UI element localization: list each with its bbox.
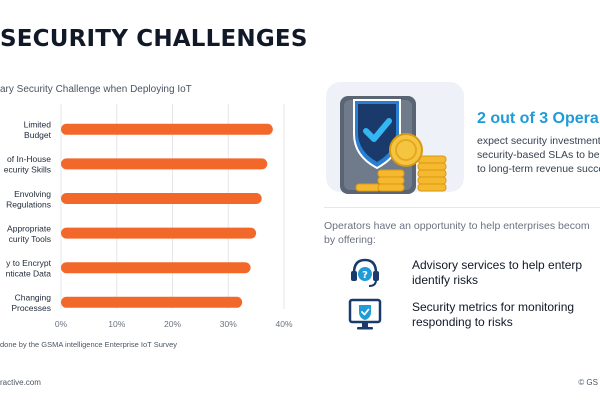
- bar: [61, 193, 262, 204]
- offer-line: identify risks: [412, 273, 479, 287]
- svg-text:?: ?: [362, 270, 368, 281]
- section-divider: [324, 207, 600, 208]
- copyright-text: © GS: [578, 378, 598, 387]
- bar: [61, 262, 251, 274]
- x-tick-label: 0%: [55, 319, 68, 329]
- opportunity-intro: Operators have an opportunity to help en…: [324, 219, 590, 247]
- stat-line: expect security investment: [477, 135, 600, 147]
- checkmark-icon: [363, 118, 392, 142]
- operator-stat-description: expect security investment security-base…: [477, 134, 600, 176]
- security-investment-illustration: [326, 82, 464, 194]
- category-label: Appropriate: [7, 223, 51, 233]
- coin-stacks-icon: [355, 133, 447, 192]
- bar: [61, 227, 257, 239]
- x-tick-label: 30%: [220, 319, 237, 329]
- survey-footnote: done by the GSMA intelligence Enterprise…: [0, 340, 178, 349]
- slide-title: SECURITY CHALLENGES: [0, 26, 308, 52]
- category-label: y to Encrypt: [6, 258, 52, 268]
- offer-line: responding to risks: [412, 315, 513, 329]
- category-label: nticate Data: [6, 268, 52, 278]
- offer-line: Advisory services to help enterp: [412, 258, 583, 272]
- category-label: Processes: [11, 303, 51, 313]
- category-label: Envolving: [14, 189, 51, 199]
- category-label: Changing: [15, 293, 52, 303]
- category-label: curity Tools: [9, 234, 51, 244]
- category-label: Budget: [24, 130, 52, 140]
- x-tick-label: 20%: [164, 319, 181, 329]
- category-label: of In-House: [7, 154, 51, 164]
- website-url: ractive.com: [0, 378, 41, 387]
- stat-line: security-based SLAs to be in: [477, 149, 600, 161]
- x-tick-label: 40%: [275, 319, 292, 329]
- bar: [61, 158, 268, 170]
- monitor-shield-icon: [348, 298, 382, 330]
- intro-line: Operators have an opportunity to help en…: [324, 220, 590, 232]
- stat-line: to long-term revenue succe: [477, 163, 600, 175]
- security-metrics-offer: Security metrics for monitoring respondi…: [412, 300, 574, 330]
- operator-stat-headline: 2 out of 3 Opera: [477, 110, 599, 127]
- category-label: Regulations: [6, 199, 51, 209]
- shield-icon: [353, 99, 401, 170]
- headset-question-icon: ?: [351, 258, 379, 287]
- x-tick-label: 10%: [108, 319, 125, 329]
- bar: [61, 296, 243, 308]
- category-label: Limited: [24, 120, 52, 130]
- intro-line: by offering:: [324, 234, 376, 246]
- bar: [61, 123, 273, 135]
- offer-line: Security metrics for monitoring: [412, 300, 575, 314]
- advisory-services-offer: Advisory services to help enterp identif…: [412, 258, 582, 288]
- chart-subtitle: ary Security Challenge when Deploying Io…: [0, 84, 192, 95]
- category-label: ecurity Skills: [4, 165, 51, 175]
